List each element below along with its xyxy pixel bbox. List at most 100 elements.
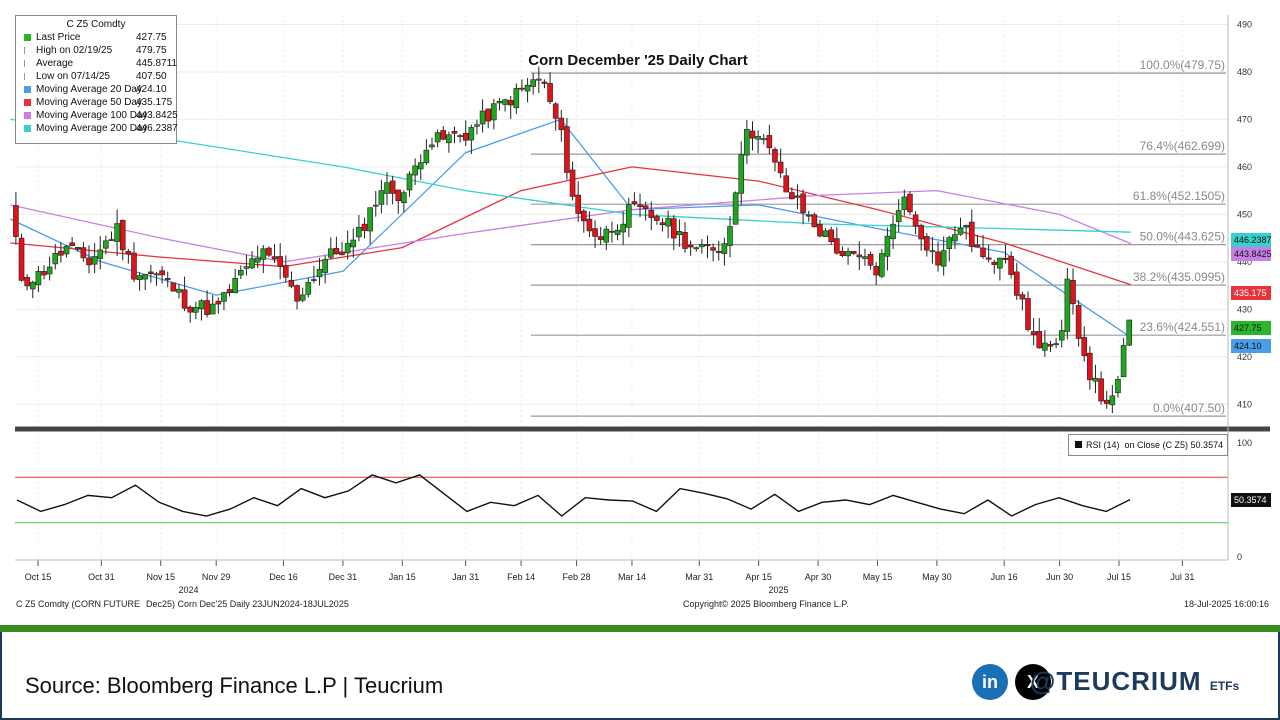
candle-body xyxy=(991,261,998,265)
x-icon[interactable]: X xyxy=(1015,664,1051,700)
candle-body xyxy=(406,173,413,191)
date-tick-label: May 15 xyxy=(863,572,893,582)
candle-body xyxy=(536,78,542,81)
candle-body xyxy=(749,130,756,139)
candle-body xyxy=(86,257,92,266)
legend-row[interactable]: High on 02/19/25 479.75 xyxy=(16,44,176,57)
candle-body xyxy=(1109,395,1116,406)
candle-body xyxy=(1081,337,1088,357)
candle-body xyxy=(603,228,610,243)
rsi-legend[interactable]: RSI (14) on Close (C Z5) 50.3574 xyxy=(1068,434,1228,456)
candle-body xyxy=(119,219,126,251)
candle-body xyxy=(103,240,109,249)
left-border xyxy=(0,632,2,720)
fib-label: 100.0%(479.75) xyxy=(1140,58,1225,72)
candle-body xyxy=(575,194,581,214)
candle-body xyxy=(97,249,104,259)
candle-body xyxy=(952,234,958,242)
candle-body xyxy=(682,232,688,249)
candle-body xyxy=(24,277,30,287)
axis-layer: 490 480 470 460 450 440 430 420 410 Oct 15 Oct 31 N… xyxy=(15,15,1252,595)
legend-label: Moving Average 50 Day xyxy=(36,97,142,108)
rsi-legend-detail: on Close (C Z5) 50.3574 xyxy=(1124,440,1224,450)
rsi-value-tag: 50.3574 xyxy=(1231,492,1271,507)
legend-row[interactable]: Low on 07/14/25 407.50 xyxy=(16,70,176,83)
legend-row[interactable]: Last Price 427.75 xyxy=(16,31,176,44)
legend-swatch xyxy=(24,86,31,93)
candle-body xyxy=(552,103,559,119)
price-tick-label: 460 xyxy=(1237,162,1252,172)
date-tick-label: Oct 31 xyxy=(88,572,115,582)
candle-body xyxy=(457,135,463,137)
candle-body xyxy=(423,149,430,164)
candle-body xyxy=(670,218,677,239)
date-tick-label: Jul 31 xyxy=(1170,572,1194,582)
legend-row[interactable]: Moving Average 200 Day 446.2387 xyxy=(16,122,178,135)
candle-body xyxy=(238,269,244,276)
legend-swatch xyxy=(24,47,32,54)
legend-label: Last Price xyxy=(36,32,81,43)
candle-layer xyxy=(13,66,1133,414)
candle-body xyxy=(704,244,711,247)
candle-body xyxy=(907,193,913,213)
candle-body xyxy=(316,268,323,278)
candle-body xyxy=(564,126,570,173)
legend-row[interactable]: Moving Average 20 Day 424.10 xyxy=(16,83,176,96)
candle-body xyxy=(350,239,357,248)
candle-body xyxy=(367,207,373,232)
axis-value-tag: 443.8425 xyxy=(1231,247,1272,261)
candle-body xyxy=(243,266,250,269)
candle-body xyxy=(344,243,351,254)
chart-title: Corn December '25 Daily Chart xyxy=(528,52,747,69)
candle-body xyxy=(805,214,812,217)
date-tick-label: Jun 16 xyxy=(991,572,1018,582)
candle-body xyxy=(462,132,469,141)
candle-body xyxy=(440,130,447,140)
candle-body xyxy=(507,100,514,106)
candle-body xyxy=(558,117,565,131)
price-tick-label: 480 xyxy=(1237,67,1252,77)
brand-suffix: ETFs xyxy=(1209,679,1240,693)
date-tick-label: Dec 31 xyxy=(329,572,358,582)
candle-body xyxy=(614,229,621,235)
footer-timestamp: 18-Jul-2025 16:00:16 xyxy=(1184,599,1270,609)
candle-body xyxy=(547,83,553,102)
candle-body xyxy=(361,223,368,231)
legend-row[interactable]: Moving Average 100 Day 443.8425 xyxy=(16,109,178,122)
candle-body xyxy=(744,129,750,156)
rsi-tick-label: 100 xyxy=(1237,438,1252,448)
legend-box[interactable]: C Z5 Comdty Last Price 427.75 High on 02/1… xyxy=(15,15,178,144)
linkedin-icon[interactable]: in xyxy=(972,664,1008,700)
candle-body xyxy=(333,247,340,255)
candle-body xyxy=(451,131,458,134)
legend-value: 424.10 xyxy=(136,84,167,95)
candle-body xyxy=(384,182,390,194)
date-tick-label: Nov 29 xyxy=(202,572,231,582)
candle-body xyxy=(277,256,283,267)
candle-body xyxy=(131,252,137,280)
candle-body xyxy=(485,108,492,122)
candle-body xyxy=(193,307,199,313)
bottom-border xyxy=(0,718,1280,720)
candle-body xyxy=(1047,344,1054,347)
candle-body xyxy=(502,99,508,105)
candle-body xyxy=(491,103,497,121)
legend-value: 446.2387 xyxy=(136,123,178,134)
date-tick-label: Jan 15 xyxy=(389,572,416,582)
candle-body xyxy=(699,244,705,248)
candle-body xyxy=(52,253,59,265)
candle-body xyxy=(569,169,576,197)
date-tick-label: May 30 xyxy=(922,572,952,582)
candle-body xyxy=(389,180,396,194)
legend-value: 445.8711 xyxy=(136,58,177,69)
candle-body xyxy=(372,204,379,207)
legend-swatch xyxy=(24,60,32,67)
fib-label: 61.8%(452.1505) xyxy=(1133,189,1225,203)
legend-row[interactable]: Average 445.8711 xyxy=(16,57,177,70)
candle-body xyxy=(901,196,908,210)
legend-row[interactable]: Moving Average 50 Day 435.175 xyxy=(16,96,176,109)
candle-body xyxy=(997,257,1003,269)
legend-swatch xyxy=(24,125,31,132)
candle-body xyxy=(530,79,537,87)
